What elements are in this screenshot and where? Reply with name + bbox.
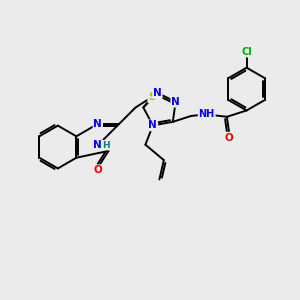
Text: Cl: Cl — [241, 46, 252, 57]
Text: N: N — [93, 140, 102, 150]
Text: S: S — [148, 92, 156, 102]
Text: NH: NH — [199, 110, 215, 119]
Text: N: N — [148, 120, 157, 130]
Text: O: O — [225, 133, 234, 142]
Text: H: H — [102, 141, 110, 150]
Text: N: N — [93, 119, 102, 129]
Text: N: N — [171, 97, 180, 107]
Text: O: O — [94, 165, 103, 175]
Text: N: N — [153, 88, 162, 98]
